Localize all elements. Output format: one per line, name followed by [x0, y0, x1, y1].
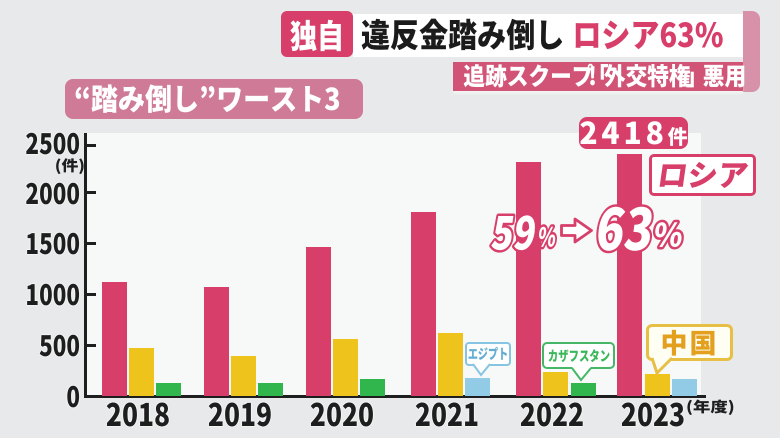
- svg-text:63: 63: [591, 190, 659, 260]
- svg-text:%: %: [651, 211, 686, 257]
- svg-text:59: 59: [488, 199, 541, 260]
- svg-text:%: %: [536, 217, 559, 255]
